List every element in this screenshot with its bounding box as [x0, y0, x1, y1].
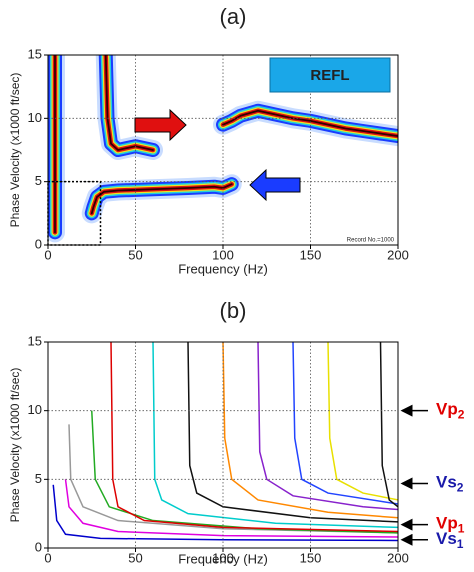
- y-tick-label: 10: [28, 110, 42, 125]
- x-tick-label: 200: [387, 247, 409, 262]
- y-tick-label: 15: [28, 333, 42, 348]
- y-tick-label: 0: [35, 236, 42, 251]
- marker-label: Vp2: [436, 400, 465, 422]
- curve: [110, 342, 398, 533]
- y-tick-label: 0: [35, 539, 42, 554]
- marker-sub: 1: [458, 522, 465, 536]
- x-tick-label: 150: [300, 550, 322, 565]
- arrow: [249, 168, 301, 202]
- marker-text: Vp: [436, 400, 458, 419]
- curve: [64, 479, 398, 538]
- panel-title: (b): [220, 298, 247, 323]
- curve: [222, 342, 398, 519]
- curve: [68, 424, 398, 534]
- dotted-box: [47, 180, 102, 246]
- arrow: [134, 108, 187, 142]
- x-tick-label: 100: [212, 550, 234, 565]
- curve: [257, 342, 398, 511]
- curve: [292, 342, 398, 505]
- x-tick-label: 150: [300, 247, 322, 262]
- x-tick-label: 50: [128, 550, 142, 565]
- note: Record No.=1000: [347, 238, 395, 244]
- plot-area: [48, 55, 398, 243]
- curve: [327, 342, 398, 501]
- y-tick-label: 5: [35, 173, 42, 188]
- x-axis-label: Frequency (Hz): [178, 551, 268, 566]
- x-tick-label: 0: [44, 247, 51, 262]
- plot-area: [52, 342, 398, 542]
- curve: [52, 484, 398, 542]
- marker-sub: 2: [457, 481, 464, 495]
- marker-sub: 1: [457, 537, 464, 551]
- y-tick-label: 15: [28, 46, 42, 61]
- label: REFL: [310, 67, 349, 84]
- y-axis-label: Phase Velocity (x1000 ft/sec): [8, 368, 22, 523]
- marker-label: Vs1: [436, 529, 464, 551]
- x-tick-label: 200: [387, 550, 409, 565]
- y-tick-label: 10: [28, 402, 42, 417]
- ridge: [222, 109, 398, 137]
- panel-title: (a): [220, 4, 247, 29]
- ridge: [90, 183, 233, 215]
- label-box: [269, 57, 391, 93]
- marker-label: Vp1: [436, 514, 465, 536]
- x-tick-label: 0: [44, 550, 51, 565]
- marker-text: Vp: [436, 514, 458, 533]
- marker-text: Vs: [436, 473, 457, 492]
- y-axis-label: Phase Velocity (x1000 ft/sec): [8, 73, 22, 228]
- y-tick-label: 5: [35, 471, 42, 486]
- curve: [379, 342, 398, 508]
- curve: [152, 342, 398, 529]
- marker-sub: 2: [458, 408, 465, 422]
- x-tick-label: 100: [212, 247, 234, 262]
- x-tick-label: 50: [128, 247, 142, 262]
- ridge: [104, 55, 154, 151]
- marker-text: Vs: [436, 529, 457, 548]
- marker-label: Vs2: [436, 473, 464, 495]
- curve: [187, 342, 398, 523]
- x-axis-label: Frequency (Hz): [178, 261, 268, 276]
